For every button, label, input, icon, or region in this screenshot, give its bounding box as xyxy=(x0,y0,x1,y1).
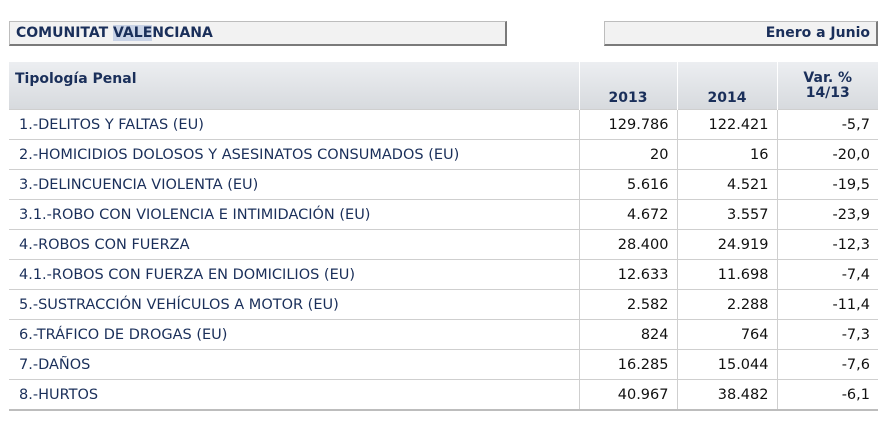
region-title-highlight: VALE xyxy=(113,25,153,41)
table-row: 3.1.-ROBO CON VIOLENCIA E INTIMIDACIÓN (… xyxy=(9,199,878,230)
value-2013-cell: 2.582 xyxy=(578,289,677,320)
table-row: 7.-DAÑOS 16.285 15.044 -7,6 xyxy=(9,349,878,380)
variation-cell: -7,6 xyxy=(776,349,878,380)
variation-cell: -5,7 xyxy=(776,109,878,140)
table-row: 2.-HOMICIDIOS DOLOSOS Y ASESINATOS CONSU… xyxy=(9,139,878,170)
table-row: 5.-SUSTRACCIÓN VEHÍCULOS A MOTOR (EU) 2.5… xyxy=(9,289,878,320)
table-row: 4.-ROBOS CON FUERZA 28.400 24.919 -12,3 xyxy=(9,229,878,260)
column-header-variation: Var. % 14/13 xyxy=(776,62,878,110)
region-title: COMUNITAT VALENCIANA xyxy=(9,21,507,46)
crime-statistics-table: Tipología Penal 2013 2014 Var. % 14/13 1.… xyxy=(9,62,878,411)
table-row: 6.-TRÁFICO DE DROGAS (EU) 824 764 -7,3 xyxy=(9,319,878,350)
value-2013-cell: 28.400 xyxy=(578,229,677,260)
value-2014-cell: 11.698 xyxy=(676,259,777,290)
variation-cell: -19,5 xyxy=(776,169,878,200)
variation-cell: -12,3 xyxy=(776,229,878,260)
value-2013-cell: 20 xyxy=(578,139,677,170)
crime-type-cell: 2.-HOMICIDIOS DOLOSOS Y ASESINATOS CONSU… xyxy=(9,139,579,170)
value-2013-cell: 5.616 xyxy=(578,169,677,200)
value-2014-cell: 15.044 xyxy=(676,349,777,380)
value-2013-cell: 40.967 xyxy=(578,379,677,410)
value-2014-cell: 764 xyxy=(676,319,777,350)
crime-type-cell: 8.-HURTOS xyxy=(9,379,579,410)
value-2013-cell: 4.672 xyxy=(578,199,677,230)
crime-type-cell: 4.1.-ROBOS CON FUERZA EN DOMICILIOS (EU) xyxy=(9,259,579,290)
table-header-row: Tipología Penal 2013 2014 Var. % 14/13 xyxy=(9,62,878,110)
value-2014-cell: 3.557 xyxy=(676,199,777,230)
region-title-start: COMUNITAT xyxy=(16,25,114,41)
column-header-type: Tipología Penal xyxy=(9,62,579,110)
value-2013-cell: 12.633 xyxy=(578,259,677,290)
value-2013-cell: 129.786 xyxy=(578,109,677,140)
crime-type-cell: 3.-DELINCUENCIA VIOLENTA (EU) xyxy=(9,169,579,200)
value-2014-cell: 24.919 xyxy=(676,229,777,260)
variation-cell: -20,0 xyxy=(776,139,878,170)
value-2014-cell: 4.521 xyxy=(676,169,777,200)
variation-cell: -7,3 xyxy=(776,319,878,350)
variation-cell: -7,4 xyxy=(776,259,878,290)
value-2013-cell: 824 xyxy=(578,319,677,350)
crime-type-cell: 1.-DELITOS Y FALTAS (EU) xyxy=(9,109,579,140)
variation-cell: -11,4 xyxy=(776,289,878,320)
variation-cell: -6,1 xyxy=(776,379,878,410)
table-row: 4.1.-ROBOS CON FUERZA EN DOMICILIOS (EU)… xyxy=(9,259,878,290)
value-2014-cell: 16 xyxy=(676,139,777,170)
column-header-2014: 2014 xyxy=(676,62,777,110)
value-2014-cell: 2.288 xyxy=(676,289,777,320)
table-row: 1.-DELITOS Y FALTAS (EU) 129.786 122.421 -5… xyxy=(9,109,878,140)
crime-type-cell: 7.-DAÑOS xyxy=(9,349,579,380)
table-row: 8.-HURTOS 40.967 38.482 -6,1 xyxy=(9,379,878,410)
value-2014-cell: 122.421 xyxy=(676,109,777,140)
crime-type-cell: 3.1.-ROBO CON VIOLENCIA E INTIMIDACIÓN (… xyxy=(9,199,579,230)
table-row: 3.-DELINCUENCIA VIOLENTA (EU) 5.616 4.521-… xyxy=(9,169,878,200)
column-header-2013: 2013 xyxy=(578,62,677,110)
variation-header-line1: Var. % xyxy=(803,69,853,86)
crime-type-cell: 5.-SUSTRACCIÓN VEHÍCULOS A MOTOR (EU) xyxy=(9,289,579,320)
variation-header-line2: 14/13 xyxy=(805,84,850,101)
value-2013-cell: 16.285 xyxy=(578,349,677,380)
crime-type-cell: 4.-ROBOS CON FUERZA xyxy=(9,229,579,260)
crime-type-cell: 6.-TRÁFICO DE DROGAS (EU) xyxy=(9,319,579,350)
region-title-end: NCIANA xyxy=(152,25,213,41)
variation-cell: -23,9 xyxy=(776,199,878,230)
period-label: Enero a Junio xyxy=(604,21,878,46)
value-2014-cell: 38.482 xyxy=(676,379,777,410)
